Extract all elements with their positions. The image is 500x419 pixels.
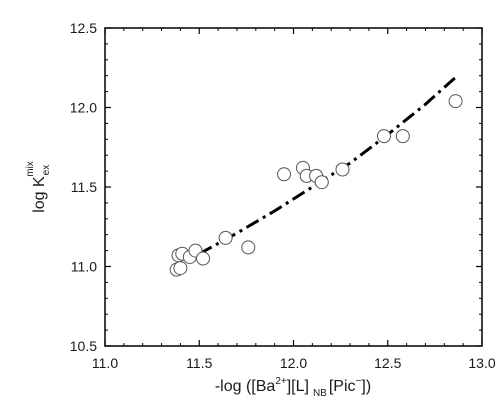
x-axis-label-mid: ][L] — [287, 378, 309, 395]
data-point — [335, 162, 350, 177]
axis-ticks — [104, 27, 483, 347]
x-axis-label-mid2: [Pic — [329, 378, 356, 395]
y-axis-label-sup: mix — [25, 161, 36, 177]
x-tick-label: 11.5 — [186, 355, 212, 371]
x-axis-label-sup: 2+ — [275, 376, 287, 387]
data-point — [218, 230, 233, 245]
x-tick-label: 12.0 — [280, 355, 307, 371]
data-points-layer — [169, 94, 463, 277]
x-axis-label-sub: NB — [313, 388, 327, 399]
plot-frame — [104, 27, 483, 347]
y-tick-label: 11.0 — [71, 259, 97, 275]
data-point — [395, 129, 410, 144]
data-point — [196, 251, 211, 266]
y-tick-label: 10.5 — [70, 338, 97, 354]
y-axis-label-main: log K — [31, 176, 48, 213]
x-tick-labels: 11.0 11.5 12.0 12.5 13.0 — [92, 355, 496, 371]
data-point — [241, 240, 256, 255]
y-axis-label: log Kexmix — [25, 161, 52, 213]
data-point — [314, 175, 329, 190]
data-point — [448, 94, 463, 109]
x-axis-label-post: ]) — [361, 378, 371, 395]
x-axis-label-sup2: − — [356, 376, 362, 387]
data-point — [376, 129, 391, 144]
x-tick-label: 12.5 — [374, 355, 401, 371]
y-axis-label-sub: ex — [41, 165, 52, 176]
y-tick-label: 11.5 — [71, 179, 97, 195]
x-axis-label-pre: -log ([Ba — [215, 378, 276, 395]
x-tick-label: 13.0 — [468, 355, 495, 371]
data-point — [173, 261, 188, 276]
y-tick-label: 12.0 — [70, 100, 97, 116]
y-tick-labels: 10.5 11.0 11.5 12.0 12.5 — [70, 20, 97, 354]
data-point — [277, 167, 292, 182]
fit-line — [198, 76, 457, 256]
x-tick-label: 11.0 — [92, 355, 118, 371]
fit-line-layer — [198, 76, 457, 256]
x-axis-label: -log ([Ba2+][L] NB [Pic−]) — [215, 376, 371, 399]
y-tick-label: 12.5 — [70, 20, 97, 36]
